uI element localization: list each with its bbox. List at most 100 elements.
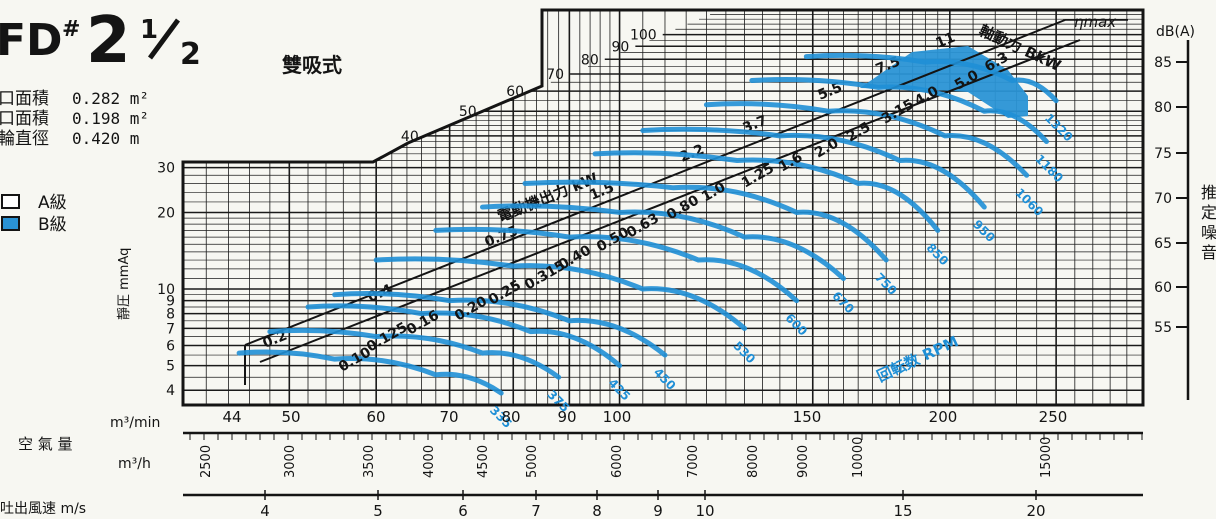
chart-frame [181, 8, 1145, 407]
rpm-value-950: 950 [970, 217, 998, 245]
y-tick-label: 40 [401, 129, 419, 145]
x-tick-m3h: 5000 [525, 445, 540, 478]
y-tick-label: 50 [459, 104, 477, 120]
y-tick-label: 90 [612, 39, 630, 55]
y-tick-label: 4 [166, 383, 175, 399]
db-tick-label: 80 [1154, 100, 1172, 116]
spec-label-1: 口面積 [0, 89, 49, 109]
model-hash: # [62, 17, 80, 42]
db-tick-label: 55 [1154, 320, 1172, 336]
x-tick-velocity: 9 [653, 502, 663, 519]
x-tick-m3min: 50 [281, 408, 300, 426]
legend-label-b: B級 [38, 215, 67, 235]
b-grade-region [860, 46, 1028, 118]
x-tick-m3h: 15000 [1039, 437, 1054, 478]
x-tick-velocity: 5 [373, 502, 383, 519]
rpm-value-670: 670 [829, 289, 857, 317]
spec-value-3: 0.420 m [72, 129, 139, 148]
x-tick-m3h: 4000 [422, 445, 437, 478]
x-tick-velocity: 8 [592, 502, 602, 519]
x-axes: 44 50 60 70 80 90 100 150 200 250 2500 3000 3500 4000… [183, 408, 1143, 519]
rpm-curve-1060 [703, 101, 1030, 178]
spec-value-1: 0.282 m² [72, 89, 149, 108]
y-tick-label: 6 [166, 338, 175, 354]
rpm-curve-950 [640, 126, 987, 210]
motor-band-upper [244, 19, 1066, 346]
model-prefix: FD [0, 15, 63, 66]
rpm-value-450: 450 [651, 365, 679, 393]
x-tick-velocity: 10 [695, 502, 714, 519]
rpm-value-850: 850 [924, 241, 952, 269]
spec-label-3: 輪直徑 [0, 129, 49, 149]
rpm-curve-530 [373, 256, 748, 331]
y-tick-label: 20 [157, 205, 175, 221]
db-side-char: 噪 [1201, 223, 1216, 242]
y-tick-label: 100 [630, 28, 657, 44]
y-tick-label: 80 [581, 52, 599, 68]
eta-label: ηmax [1074, 13, 1116, 31]
db-tick-label: 70 [1154, 191, 1172, 207]
x-label-m3h: m³/h [118, 456, 151, 472]
rpm-curve-335 [236, 349, 504, 396]
db-tick-label: 75 [1154, 146, 1172, 162]
rpm-curve-600 [433, 226, 800, 304]
rpm-value-600: 600 [782, 311, 810, 339]
y-tick-label: 7 [166, 321, 175, 337]
x-tick-m3h: 9000 [796, 445, 811, 478]
spec-label-2: 口面積 [0, 109, 49, 129]
x-tick-m3min: 100 [603, 408, 632, 426]
x-tick-m3min: 60 [366, 408, 385, 426]
x-tick-velocity: 4 [260, 502, 270, 519]
db-tick-label: 60 [1154, 280, 1172, 296]
x-tick-m3min: 150 [793, 408, 822, 426]
legend-swatch-a [1, 194, 20, 209]
rpm-label: 回転数 RPM [874, 332, 961, 385]
rpm-value-1180: 1180 [1032, 152, 1066, 186]
motor-output-value: 11 [934, 30, 958, 52]
db-side-char: 推 [1201, 183, 1216, 202]
rpm-curve-1320 [803, 52, 1059, 104]
x-tick-velocity: 15 [893, 502, 912, 519]
rpm-curve-1180 [749, 76, 1050, 145]
title-block: FD # 2 1 2 雙吸式 口面積 0.282 m² 口面積 0.198 m²… [0, 4, 342, 235]
x-tick-m3h: 7000 [686, 445, 701, 478]
x-tick-m3min: 200 [929, 408, 958, 426]
x-tick-m3h: 4500 [476, 445, 491, 478]
model-fraction-num: 1 [140, 15, 158, 45]
rpm-curve-450 [332, 291, 668, 358]
x-label-air-volume: 空 氣 量 [18, 435, 73, 453]
x-tick-m3h: 10000 [851, 437, 866, 478]
db-side-char: 定 [1201, 203, 1216, 222]
rpm-curve-850 [592, 150, 941, 233]
rpm-curve-425 [305, 303, 623, 369]
y-tick-label: 30 [157, 161, 175, 177]
x-tick-velocity: 6 [458, 502, 468, 519]
y-tick-label: 5 [166, 359, 175, 375]
y-axis-label: 靜圧 mmAq [117, 248, 132, 320]
y-tick-label: 9 [166, 294, 175, 310]
spec-value-2: 0.198 m² [72, 109, 149, 128]
y-tick-label: 10 [157, 282, 175, 298]
fraction-slash [147, 18, 181, 60]
rpm-value-750: 750 [872, 270, 900, 298]
x-tick-m3h: 3500 [362, 445, 377, 478]
x-tick-velocity: 7 [531, 502, 541, 519]
x-label-m3min: m³/min [110, 415, 160, 431]
rpm-curve-375 [267, 327, 562, 380]
x-label-velocity: 吐出風速 m/s [0, 501, 86, 517]
shaft-power-value: 1.0 [699, 179, 729, 205]
x-tick-m3min: 250 [1039, 408, 1068, 426]
y-tick-label: 60 [506, 84, 524, 100]
rpm-curve-670 [480, 203, 846, 281]
model-number: 2 [86, 4, 131, 78]
x-tick-velocity: 20 [1026, 502, 1045, 519]
shaft-power-value: 1.6 [776, 149, 805, 175]
x-tick-m3h: 2500 [199, 445, 214, 478]
db-axis-title: dB(A) [1156, 24, 1195, 40]
type-label: 雙吸式 [282, 53, 342, 77]
model-fraction-den: 2 [180, 37, 201, 72]
rpm-value-530: 530 [730, 339, 758, 367]
x-tick-m3min: 70 [439, 408, 458, 426]
